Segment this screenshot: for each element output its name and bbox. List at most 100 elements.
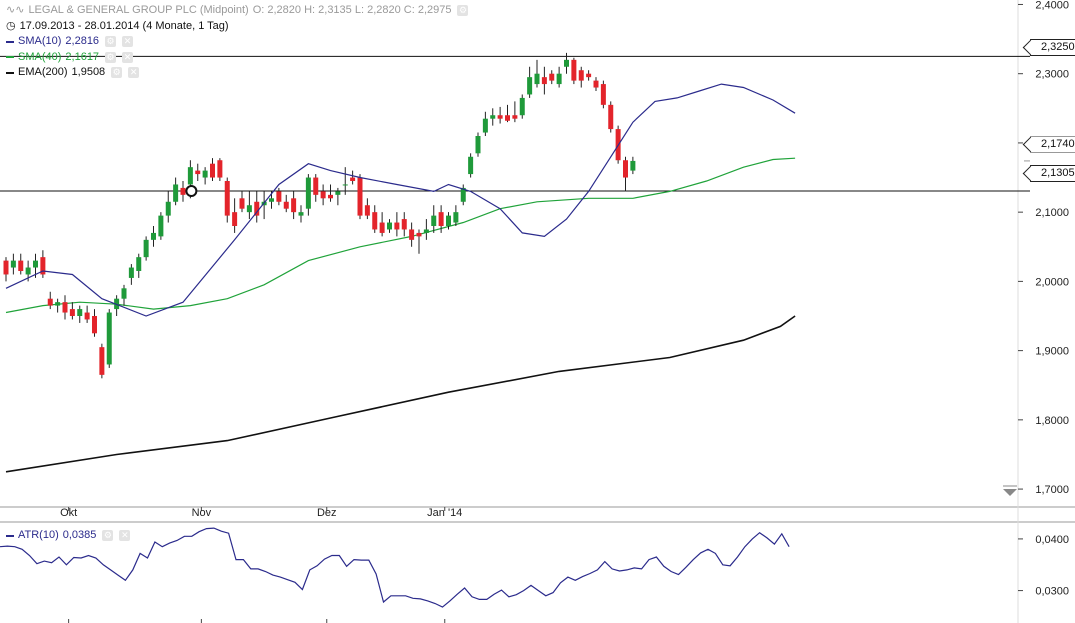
candle-body <box>387 222 392 230</box>
candle-body <box>600 84 606 105</box>
candle-body <box>313 177 319 195</box>
ema200-line <box>5 315 796 473</box>
candle-body <box>121 288 127 299</box>
candle-body <box>431 215 437 226</box>
candle-body <box>210 163 215 178</box>
resistance-price-tag: 2,3250 <box>1030 39 1075 56</box>
y-tick-label: 2,1000 <box>1035 207 1069 219</box>
candle-body <box>438 212 444 226</box>
settings-icon[interactable]: ⚙ <box>111 67 123 79</box>
candle-body <box>33 260 38 268</box>
x-tick-label: Okt <box>60 507 77 519</box>
atr-legend: ATR(10) 0,0385 ⚙ ✕ <box>6 528 131 544</box>
candle-body <box>468 156 474 175</box>
date-range: 17.09.2013 - 28.01.2014 (4 Monate, 1 Tag… <box>19 19 229 32</box>
candle-body <box>128 267 134 278</box>
candle-body <box>335 191 341 195</box>
candle-body <box>328 194 333 199</box>
marker-circle <box>185 185 198 198</box>
candle-body <box>298 212 304 216</box>
candle-body <box>446 215 451 226</box>
candle-body <box>62 302 68 313</box>
sma10-value: 2,2816 <box>65 35 100 47</box>
candle-body <box>165 201 171 216</box>
candle-body <box>409 229 415 240</box>
candle-body <box>482 118 488 133</box>
legend-item-atr: ATR(10) 0,0385 ⚙ ✕ <box>6 528 131 544</box>
candle-body <box>254 201 260 216</box>
support-price-tag: 2,1305 <box>1030 165 1075 182</box>
candle-body <box>151 232 156 240</box>
candle-body <box>291 198 297 213</box>
ema200-value: 1,9508 <box>71 66 106 78</box>
legend-item-sma10: SMA(10) 2,2816 ⚙ ✕ <box>6 34 468 50</box>
y-tick-label: 2,0000 <box>1035 276 1069 288</box>
instrument-title: LEGAL & GENERAL GROUP PLC (Midpoint) <box>28 4 249 16</box>
candle-body <box>10 260 16 268</box>
candle-body <box>55 302 61 306</box>
candle-body <box>3 260 9 275</box>
close-icon[interactable]: ✕ <box>122 36 134 48</box>
ema200-swatch <box>6 71 14 74</box>
candle-body <box>342 184 348 186</box>
ema200-label: EMA(200) <box>18 66 68 78</box>
candle-body <box>608 104 614 130</box>
settings-icon[interactable]: ⚙ <box>105 51 117 63</box>
candle-body <box>246 205 252 213</box>
candle-body <box>364 205 370 216</box>
candle-body <box>69 309 75 316</box>
candle-body <box>106 312 112 365</box>
settings-icon[interactable]: ⚙ <box>105 36 117 48</box>
sma10-swatch <box>6 40 14 43</box>
candle-body <box>372 212 378 230</box>
close-icon[interactable]: ✕ <box>128 67 140 79</box>
candle-body <box>195 170 201 175</box>
candle-body <box>92 316 97 334</box>
candle-body <box>18 260 24 271</box>
atr-swatch <box>6 534 14 537</box>
close-icon[interactable]: ✕ <box>119 530 131 542</box>
y-tick-label: 2,4000 <box>1035 0 1069 11</box>
x-tick-label: Dez <box>317 507 337 519</box>
candle-body <box>401 219 407 230</box>
candle-body <box>40 257 46 275</box>
y-tick-label: 2,3000 <box>1035 69 1069 81</box>
candle-body <box>357 177 363 216</box>
close-icon[interactable]: ✕ <box>122 51 134 63</box>
chart-type-icon[interactable]: ∿∿ <box>6 4 25 16</box>
candle-body <box>541 77 547 85</box>
candle-body <box>217 160 223 178</box>
candle-body <box>556 73 562 85</box>
candle-body <box>630 160 636 171</box>
candle-body <box>519 97 525 116</box>
scroll-down-icon[interactable] <box>1003 489 1017 496</box>
candle-body <box>571 59 577 81</box>
settings-icon[interactable]: ⚙ <box>457 5 469 17</box>
candle-body <box>497 115 503 119</box>
candle-body <box>379 222 385 233</box>
candle-body <box>232 212 238 226</box>
candle-body <box>512 115 518 119</box>
candle-body <box>490 115 496 119</box>
atr-y-tick-label: 0,0300 <box>1035 586 1069 598</box>
candle-body <box>350 177 356 181</box>
candle-body <box>269 198 274 202</box>
candle-body <box>578 70 584 81</box>
settings-icon[interactable]: ⚙ <box>102 530 114 542</box>
candle-body <box>564 59 569 67</box>
candle-body <box>173 184 179 202</box>
candle-body <box>586 73 592 78</box>
atr-value: 0,0385 <box>62 529 97 541</box>
date-range-row: ◷ 17.09.2013 - 28.01.2014 (4 Monate, 1 T… <box>6 19 468 35</box>
candle-body <box>527 77 533 95</box>
instrument-title-row: ∿∿ LEGAL & GENERAL GROUP PLC (Midpoint) … <box>6 3 469 19</box>
candle-body <box>320 191 326 199</box>
candle-body <box>276 191 282 202</box>
clock-icon: ◷ <box>6 19 16 32</box>
y-tick-label: 1,7000 <box>1035 484 1069 496</box>
sma40-swatch <box>6 56 14 59</box>
candle-body <box>224 181 230 216</box>
candle-body <box>460 187 466 202</box>
atr-y-tick-label: 0,0400 <box>1035 534 1069 546</box>
